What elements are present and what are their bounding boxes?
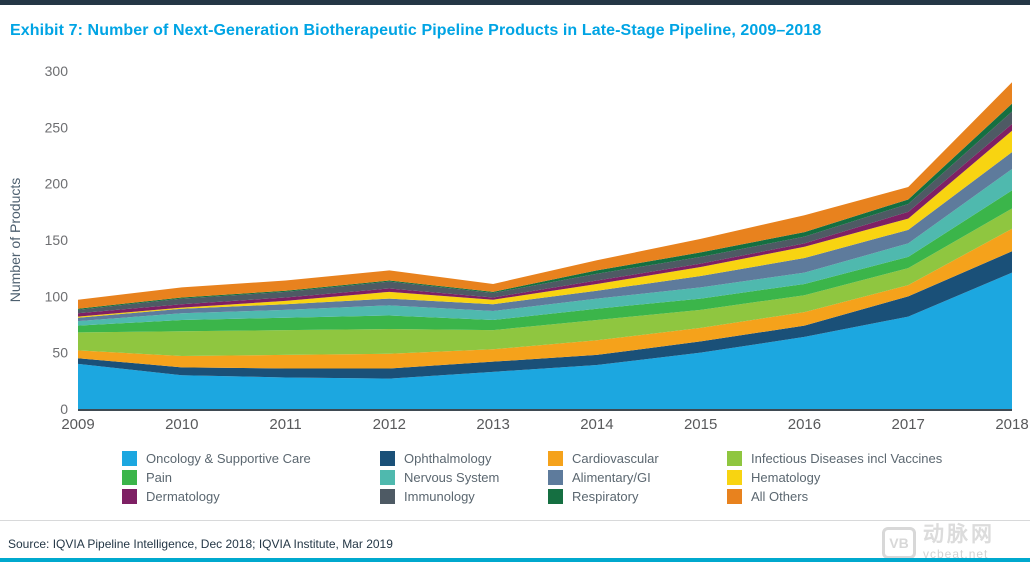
area-infectious-diseases-incl-vaccines [78, 208, 1012, 357]
x-tick-label: 2014 [580, 416, 613, 433]
vcbeat-watermark: VB 动脉网 vcbeat.net [882, 524, 995, 560]
watermark-brand-url: vcbeat.net [923, 547, 989, 561]
x-tick-label: 2013 [476, 416, 509, 433]
x-tick-label: 2015 [684, 416, 717, 433]
footer-divider [0, 520, 1030, 521]
chart-title: Exhibit 7: Number of Next-Generation Bio… [10, 22, 822, 39]
area-nervous-system [78, 169, 1012, 326]
y-tick-label: 150 [45, 232, 69, 248]
vcbeat-logo-icon: VB [882, 527, 916, 559]
y-tick-label: 0 [60, 401, 68, 417]
area-oncology-supportive-care [78, 272, 1012, 409]
bottom-accent-bar [0, 558, 1030, 562]
x-tick-label: 2012 [373, 416, 406, 433]
y-tick-label: 50 [52, 345, 68, 361]
area-pain [78, 190, 1012, 333]
x-tick-label: 2017 [892, 416, 925, 433]
y-tick-label: 300 [45, 63, 69, 79]
x-tick-label: 2011 [269, 416, 301, 433]
top-accent-bar [0, 0, 1030, 5]
x-tick-label: 2010 [165, 416, 198, 433]
y-tick-label: 250 [45, 119, 69, 135]
x-tick-label: 2018 [995, 416, 1028, 433]
x-tick-label: 2009 [61, 416, 94, 433]
y-axis-title: Number of Products [7, 178, 23, 303]
y-tick-label: 100 [45, 288, 69, 304]
source-attribution: Source: IQVIA Pipeline Intelligence, Dec… [8, 537, 393, 551]
watermark-brand-name: 动脉网 [923, 523, 995, 546]
x-tick-label: 2016 [788, 416, 821, 433]
y-tick-label: 200 [45, 176, 69, 192]
